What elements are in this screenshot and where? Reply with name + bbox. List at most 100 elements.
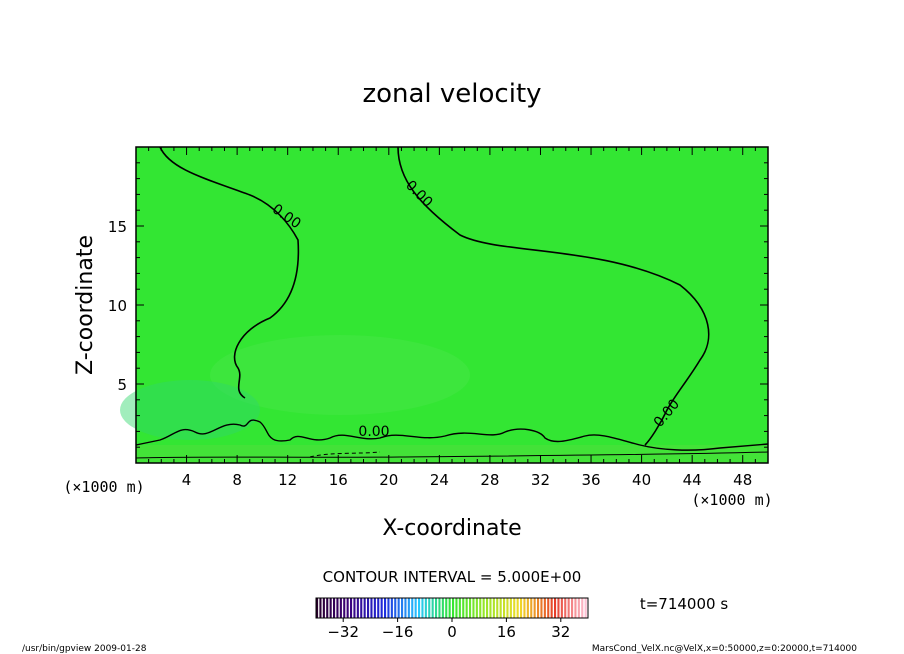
chart-title: zonal velocity (362, 79, 541, 109)
footer-left: /usr/bin/gpview 2009-01-28 (22, 644, 147, 654)
colorbar-cell (550, 598, 553, 618)
colorbar-cell (571, 598, 574, 618)
colorbar-cell (435, 598, 438, 618)
colorbar-cell (363, 598, 366, 618)
colorbar-cell (356, 598, 359, 618)
colorbar-cell (329, 598, 332, 618)
y-tick-label: 10 (108, 297, 127, 315)
y-tick-label: 15 (108, 218, 127, 236)
colorbar-tick-label: −32 (327, 623, 359, 641)
colorbar-cell (370, 598, 373, 618)
colorbar-cell (380, 598, 383, 618)
zero-contour-left (159, 146, 300, 399)
colorbar-cell (533, 598, 536, 618)
positive-shading (210, 335, 470, 415)
colorbar-cell (492, 598, 495, 618)
colorbar-cell (496, 598, 499, 618)
x-tick-label: 16 (329, 471, 348, 489)
colorbar-cell (414, 598, 417, 618)
colorbar-cell (503, 598, 506, 618)
contour-label-3: 0.00 (358, 424, 389, 440)
x-unit-left: (×1000 m) (63, 478, 144, 496)
colorbar-cell (560, 598, 563, 618)
colorbar-tick-label: 16 (497, 623, 516, 641)
colorbar-cell (438, 598, 441, 618)
colorbar-cell (401, 598, 404, 618)
colorbar-cell (520, 598, 523, 618)
colorbar-cell (431, 598, 434, 618)
colorbar-cell (557, 598, 560, 618)
colorbar-cell (404, 598, 407, 618)
negative-contour (309, 451, 381, 458)
colorbar-ticks: −32 −16 0 16 32 (327, 618, 570, 641)
colorbar-cell (397, 598, 400, 618)
colorbar-cell (513, 598, 516, 618)
colorbar-cell (390, 598, 393, 618)
colorbar (316, 598, 587, 618)
colorbar-cell (547, 598, 550, 618)
colorbar-tick-label: 0 (447, 623, 457, 641)
contour-interval: CONTOUR INTERVAL = 5.000E+00 (323, 568, 582, 586)
colorbar-cell (537, 598, 540, 618)
colorbar-cell (407, 598, 410, 618)
colorbar-cell (421, 598, 424, 618)
x-tick-label: 44 (683, 471, 702, 489)
x-tick-label: 24 (430, 471, 449, 489)
x-tick-label: 4 (182, 471, 192, 489)
colorbar-cell (424, 598, 427, 618)
colorbar-cell (343, 598, 346, 618)
colorbar-cell (581, 598, 584, 618)
x-tick-label: 32 (531, 471, 550, 489)
colorbar-cell (316, 598, 319, 618)
colorbar-cell (462, 598, 465, 618)
colorbar-cell (394, 598, 397, 618)
colorbar-cell (373, 598, 376, 618)
y-axis-label: Z-coordinate (73, 235, 98, 375)
colorbar-cell (516, 598, 519, 618)
velocity-field (136, 147, 768, 463)
colorbar-tick-label: −16 (382, 623, 414, 641)
colorbar-cell (465, 598, 468, 618)
colorbar-cell (360, 598, 363, 618)
colorbar-cell (530, 598, 533, 618)
colorbar-cell (326, 598, 329, 618)
colorbar-cell (452, 598, 455, 618)
y-axis: 5 10 15 (108, 146, 768, 464)
colorbar-cell (333, 598, 336, 618)
colorbar-cell (428, 598, 431, 618)
plot-area: 0.00 0.00 0.00 0.00 (120, 146, 769, 464)
y-tick-label: 5 (117, 376, 127, 394)
colorbar-cell (336, 598, 339, 618)
colorbar-cell (584, 598, 587, 618)
colorbar-cell (574, 598, 577, 618)
colorbar-cell (418, 598, 421, 618)
colorbar-cell (319, 598, 322, 618)
x-unit-right: (×1000 m) (691, 491, 772, 509)
colorbar-cell (554, 598, 557, 618)
colorbar-cell (479, 598, 482, 618)
colorbar-cell (475, 598, 478, 618)
colorbar-cell (543, 598, 546, 618)
zero-contour-surface (135, 419, 769, 451)
colorbar-cell (523, 598, 526, 618)
time-label: t=714000 s (640, 595, 728, 613)
colorbar-cell (346, 598, 349, 618)
surface-shading (136, 445, 768, 463)
x-tick-label: 28 (480, 471, 499, 489)
colorbar-cell (567, 598, 570, 618)
colorbar-cell (509, 598, 512, 618)
contour-near-surface (135, 451, 769, 459)
colorbar-cell (353, 598, 356, 618)
colorbar-cell (472, 598, 475, 618)
colorbar-cell (564, 598, 567, 618)
colorbar-cell (387, 598, 390, 618)
colorbar-cell (577, 598, 580, 618)
colorbar-cell (506, 598, 509, 618)
x-tick-label: 36 (581, 471, 600, 489)
colorbar-cell (486, 598, 489, 618)
footer-right: MarsCond_VelX.nc@VelX,x=0:50000,z=0:2000… (592, 644, 857, 654)
colorbar-cell (489, 598, 492, 618)
colorbar-cell (455, 598, 458, 618)
colorbar-cell (411, 598, 414, 618)
